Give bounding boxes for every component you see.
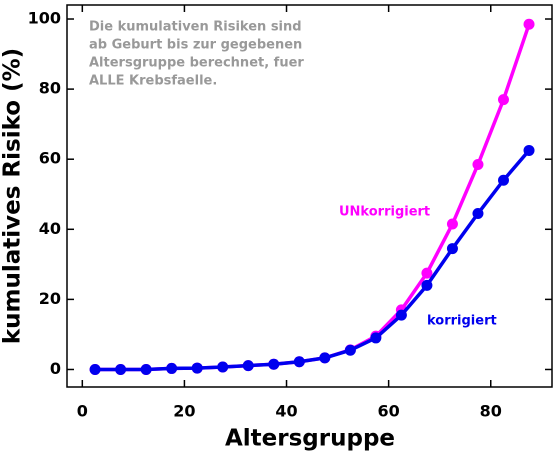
data-point [446, 243, 458, 255]
annotation: Altersgruppe berechnet, fuer [89, 56, 304, 71]
annotation: ab Geburt bis zur gegebenen [89, 38, 302, 53]
data-point [344, 344, 356, 356]
annotation: Die kumulativen Risiken sind [89, 20, 302, 35]
data-point [472, 158, 484, 170]
data-point [89, 363, 101, 375]
data-point [370, 332, 382, 344]
data-point [421, 267, 433, 279]
annotation: ALLE Krebsfaelle. [89, 74, 217, 89]
y-tick-label: 0 [50, 359, 61, 378]
data-point [498, 174, 509, 186]
plot-frame [66, 4, 553, 388]
data-point [523, 144, 535, 156]
data-point [115, 363, 127, 375]
data-point [319, 352, 331, 364]
data-point [140, 363, 152, 375]
data-point [523, 18, 535, 30]
series-label: korrigiert [427, 314, 497, 329]
series-label: UNkorrigiert [339, 205, 430, 220]
x-axis-label: Altersgruppe [225, 426, 395, 452]
x-tick-label: 20 [173, 402, 195, 421]
x-tick-label: 60 [377, 402, 399, 421]
data-point [242, 360, 254, 372]
y-tick-label: 60 [39, 149, 61, 168]
series-line [95, 149, 531, 372]
x-tick-label: 40 [275, 402, 297, 421]
data-point [217, 361, 229, 373]
data-point [293, 356, 305, 368]
x-tick-label: 80 [480, 402, 502, 421]
data-point [395, 309, 407, 321]
data-point [191, 362, 203, 374]
data-point [268, 358, 280, 370]
y-axis-label: kumulatives Risiko (%) [0, 48, 26, 344]
data-point [472, 208, 484, 220]
y-tick-label: 20 [39, 289, 61, 308]
data-point [166, 362, 178, 374]
y-tick-label: 40 [39, 219, 61, 238]
data-point [446, 218, 458, 230]
y-tick-label: 80 [39, 79, 61, 98]
data-point [498, 94, 509, 106]
x-tick-label: 0 [77, 402, 88, 421]
y-tick-label: 100 [28, 9, 61, 28]
data-point [421, 279, 433, 291]
